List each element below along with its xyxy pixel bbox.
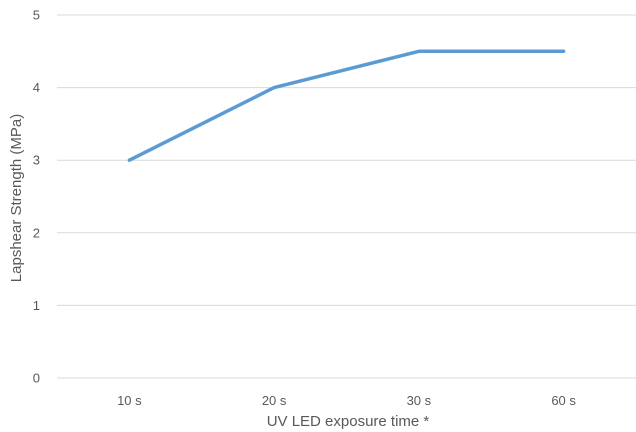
y-tick-label: 4 — [33, 80, 40, 95]
x-tick-labels: 10 s 20 s 30 s 60 s — [117, 393, 576, 408]
x-tick-label: 20 s — [262, 393, 287, 408]
y-tick-label: 5 — [33, 8, 40, 23]
y-tick-labels: 0 1 2 3 4 5 — [33, 8, 40, 386]
y-tick-label: 0 — [33, 371, 40, 386]
x-tick-label: 30 s — [407, 393, 432, 408]
y-axis-title: Lapshear Strength (MPa) — [8, 114, 25, 282]
x-axis-title: UV LED exposure time * — [267, 413, 430, 430]
series-line-0 — [127, 49, 566, 162]
x-tick-label: 10 s — [117, 393, 142, 408]
y-tick-label: 2 — [33, 225, 40, 240]
y-tick-label: 1 — [33, 298, 40, 313]
x-tick-label: 60 s — [551, 393, 576, 408]
series-group — [127, 49, 566, 162]
gridlines — [57, 14, 636, 379]
y-tick-label: 3 — [33, 153, 40, 168]
